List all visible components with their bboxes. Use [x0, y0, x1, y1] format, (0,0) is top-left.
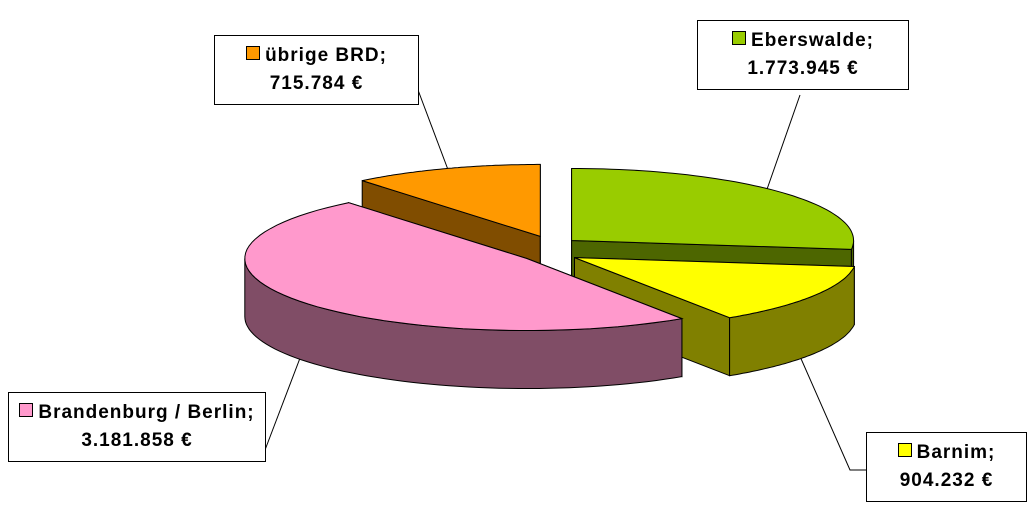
- slice: [362, 163, 541, 238]
- category-label: Brandenburg / Berlin;: [38, 402, 255, 423]
- data-label: Eberswalde; 1.773.945 €: [697, 20, 909, 90]
- legend-swatch: [19, 403, 34, 417]
- category-label: Eberswalde;: [751, 30, 874, 51]
- category-label: übrige BRD;: [265, 45, 387, 66]
- slice: [244, 202, 684, 331]
- legend-swatch: [732, 31, 747, 45]
- leader-line: [264, 344, 306, 451]
- data-label: Brandenburg / Berlin; 3.181.858 €: [8, 392, 266, 462]
- slice: [571, 168, 855, 250]
- value-label: 1.773.945 €: [747, 58, 859, 79]
- leader-line: [764, 94, 801, 196]
- data-label: Barnim; 904.232 €: [866, 432, 1027, 502]
- pie: [244, 163, 856, 389]
- value-label: 904.232 €: [899, 470, 994, 491]
- legend-swatch: [246, 46, 261, 60]
- slice: [574, 257, 856, 319]
- category-label: Barnim;: [916, 442, 996, 463]
- value-label: 715.784 €: [269, 73, 364, 94]
- data-label: übrige BRD; 715.784 €: [214, 35, 419, 105]
- leader-line: [417, 89, 451, 176]
- value-label: 3.181.858 €: [81, 430, 193, 451]
- leader-lines: [264, 89, 866, 471]
- legend-swatch: [897, 443, 912, 457]
- leader-line: [794, 344, 866, 471]
